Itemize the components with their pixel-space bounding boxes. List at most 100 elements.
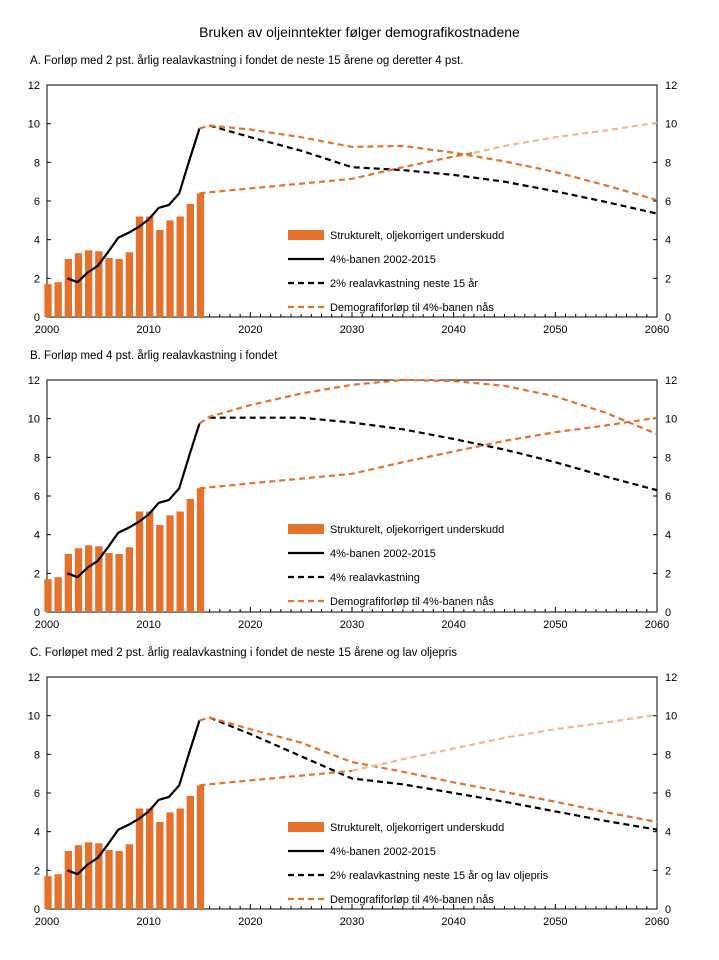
y-tick-label-left: 10: [28, 711, 40, 723]
bar-2003: [74, 253, 83, 317]
series-line-1: [209, 716, 658, 831]
bar-2008: [125, 547, 133, 612]
legend-label: 4%-banen 2002-2015: [330, 548, 436, 560]
bar-2005: [95, 843, 103, 909]
series-line-0: [66, 720, 201, 876]
y-tick-label-right: 8: [665, 452, 671, 464]
y-tick-label-right: 10: [665, 711, 677, 723]
y-tick-label-right: 4: [665, 530, 671, 542]
y-tick-label-right: 12: [665, 80, 677, 92]
bar-2015: [196, 193, 205, 317]
series-line-0: [66, 423, 201, 579]
bar-2012: [166, 220, 174, 317]
bar-2007: [115, 554, 123, 612]
legend-label: 2% realavkastning neste 15 år: [330, 278, 478, 290]
y-tick-label-left: 4: [34, 235, 40, 247]
y-tick-label-left: 2: [34, 865, 40, 877]
bar-2004: [85, 545, 93, 612]
figure-title: Bruken av oljeinntekter følger demografi…: [199, 24, 520, 40]
x-tick-label: 2040: [441, 324, 465, 336]
legend-label: Strukturelt, oljekorrigert underskudd: [330, 230, 504, 242]
legend-label: 4% realavkastning: [330, 572, 420, 584]
y-tick-label-left: 6: [34, 196, 40, 208]
x-tick-label: 2030: [340, 324, 364, 336]
y-tick-label-right: 8: [665, 749, 671, 761]
x-tick-label: 2000: [35, 916, 59, 928]
y-tick-label-right: 0: [665, 904, 671, 916]
y-tick-label-left: 12: [28, 375, 40, 387]
bar-2010: [146, 511, 154, 612]
series-line-0: [66, 128, 201, 284]
bar-2003: [74, 548, 83, 612]
bar-2013: [176, 216, 184, 317]
y-tick-label-right: 6: [665, 491, 671, 503]
legend-label: Demografiforløp til 4%-banen nås: [330, 894, 494, 906]
bar-2010: [146, 808, 154, 909]
y-tick-label-left: 8: [34, 452, 40, 464]
bar-2001: [54, 282, 62, 317]
x-tick-label: 2010: [136, 619, 160, 631]
bar-2014: [186, 498, 194, 612]
series-line-4: [351, 713, 658, 772]
y-tick-label-left: 8: [34, 749, 40, 761]
y-tick-label-left: 6: [34, 788, 40, 800]
bar-2003: [74, 845, 83, 909]
bar-2001: [54, 577, 62, 612]
y-tick-label-left: 10: [28, 414, 40, 426]
legend-label: Demografiforløp til 4%-banen nås: [330, 596, 494, 608]
series-line-3: [199, 769, 353, 787]
bar-2006: [105, 258, 113, 317]
y-tick-label-right: 0: [665, 312, 671, 324]
y-tick-label-right: 6: [665, 196, 671, 208]
y-tick-label-right: 8: [665, 157, 671, 169]
y-tick-label-right: 0: [665, 607, 671, 619]
bar-2002: [64, 554, 72, 612]
y-tick-label-left: 4: [34, 530, 40, 542]
bar-2014: [186, 795, 194, 909]
bar-2005: [95, 546, 103, 612]
y-tick-label-left: 12: [28, 672, 40, 684]
y-tick-label-right: 12: [665, 375, 677, 387]
bar-2008: [125, 252, 133, 317]
legend-label: 2% realavkastning neste 15 år og lav olj…: [330, 870, 549, 882]
bar-2011: [156, 230, 164, 317]
bar-2007: [115, 259, 123, 317]
bar-2011: [156, 822, 164, 909]
series-line-2: [199, 716, 658, 824]
y-tick-label-right: 2: [665, 568, 671, 580]
panel-b: 0 0 2 2 4 4 6 6 8 8 10 10 12 12 2000 2010 2020 2030 2040 20…: [28, 375, 678, 631]
legend-label: Demografiforløp til 4%-banen nås: [330, 302, 494, 314]
y-tick-label-left: 2: [34, 568, 40, 580]
y-tick-label-left: 8: [34, 157, 40, 169]
bar-2000: [44, 876, 52, 909]
x-tick-label: 2040: [441, 916, 465, 928]
x-tick-label: 2030: [340, 916, 364, 928]
bar-2012: [166, 812, 174, 909]
x-tick-label: 2020: [238, 324, 262, 336]
x-tick-label: 2000: [35, 324, 59, 336]
y-tick-label-right: 4: [665, 827, 671, 839]
panel-c: 0 0 2 2 4 4 6 6 8 8 10 10 12 12 2000 2010 2020 2030 2040 20…: [28, 672, 678, 928]
bar-2015: [196, 488, 205, 612]
bar-2009: [135, 216, 144, 317]
panel-a-title: A. Forløp med 2 pst. årlig realavkastnin…: [30, 55, 464, 67]
y-tick-label-left: 6: [34, 491, 40, 503]
bar-2014: [186, 203, 194, 317]
bar-2008: [125, 844, 133, 909]
bar-2012: [166, 515, 174, 612]
bar-2013: [176, 808, 184, 909]
x-tick-label: 2050: [543, 916, 567, 928]
y-tick-label-left: 10: [28, 119, 40, 131]
legend-label: Strukturelt, oljekorrigert underskudd: [330, 524, 504, 536]
x-tick-label: 2010: [136, 916, 160, 928]
x-tick-label: 2050: [543, 324, 567, 336]
y-tick-label-right: 6: [665, 788, 671, 800]
bar-2007: [115, 851, 123, 909]
bar-2005: [95, 251, 103, 317]
bar-2009: [135, 808, 144, 909]
x-tick-label: 2030: [340, 619, 364, 631]
series-line-1: [209, 124, 658, 215]
series-line-3: [199, 416, 658, 490]
series-line-3: [199, 151, 475, 195]
bar-2004: [85, 250, 93, 317]
